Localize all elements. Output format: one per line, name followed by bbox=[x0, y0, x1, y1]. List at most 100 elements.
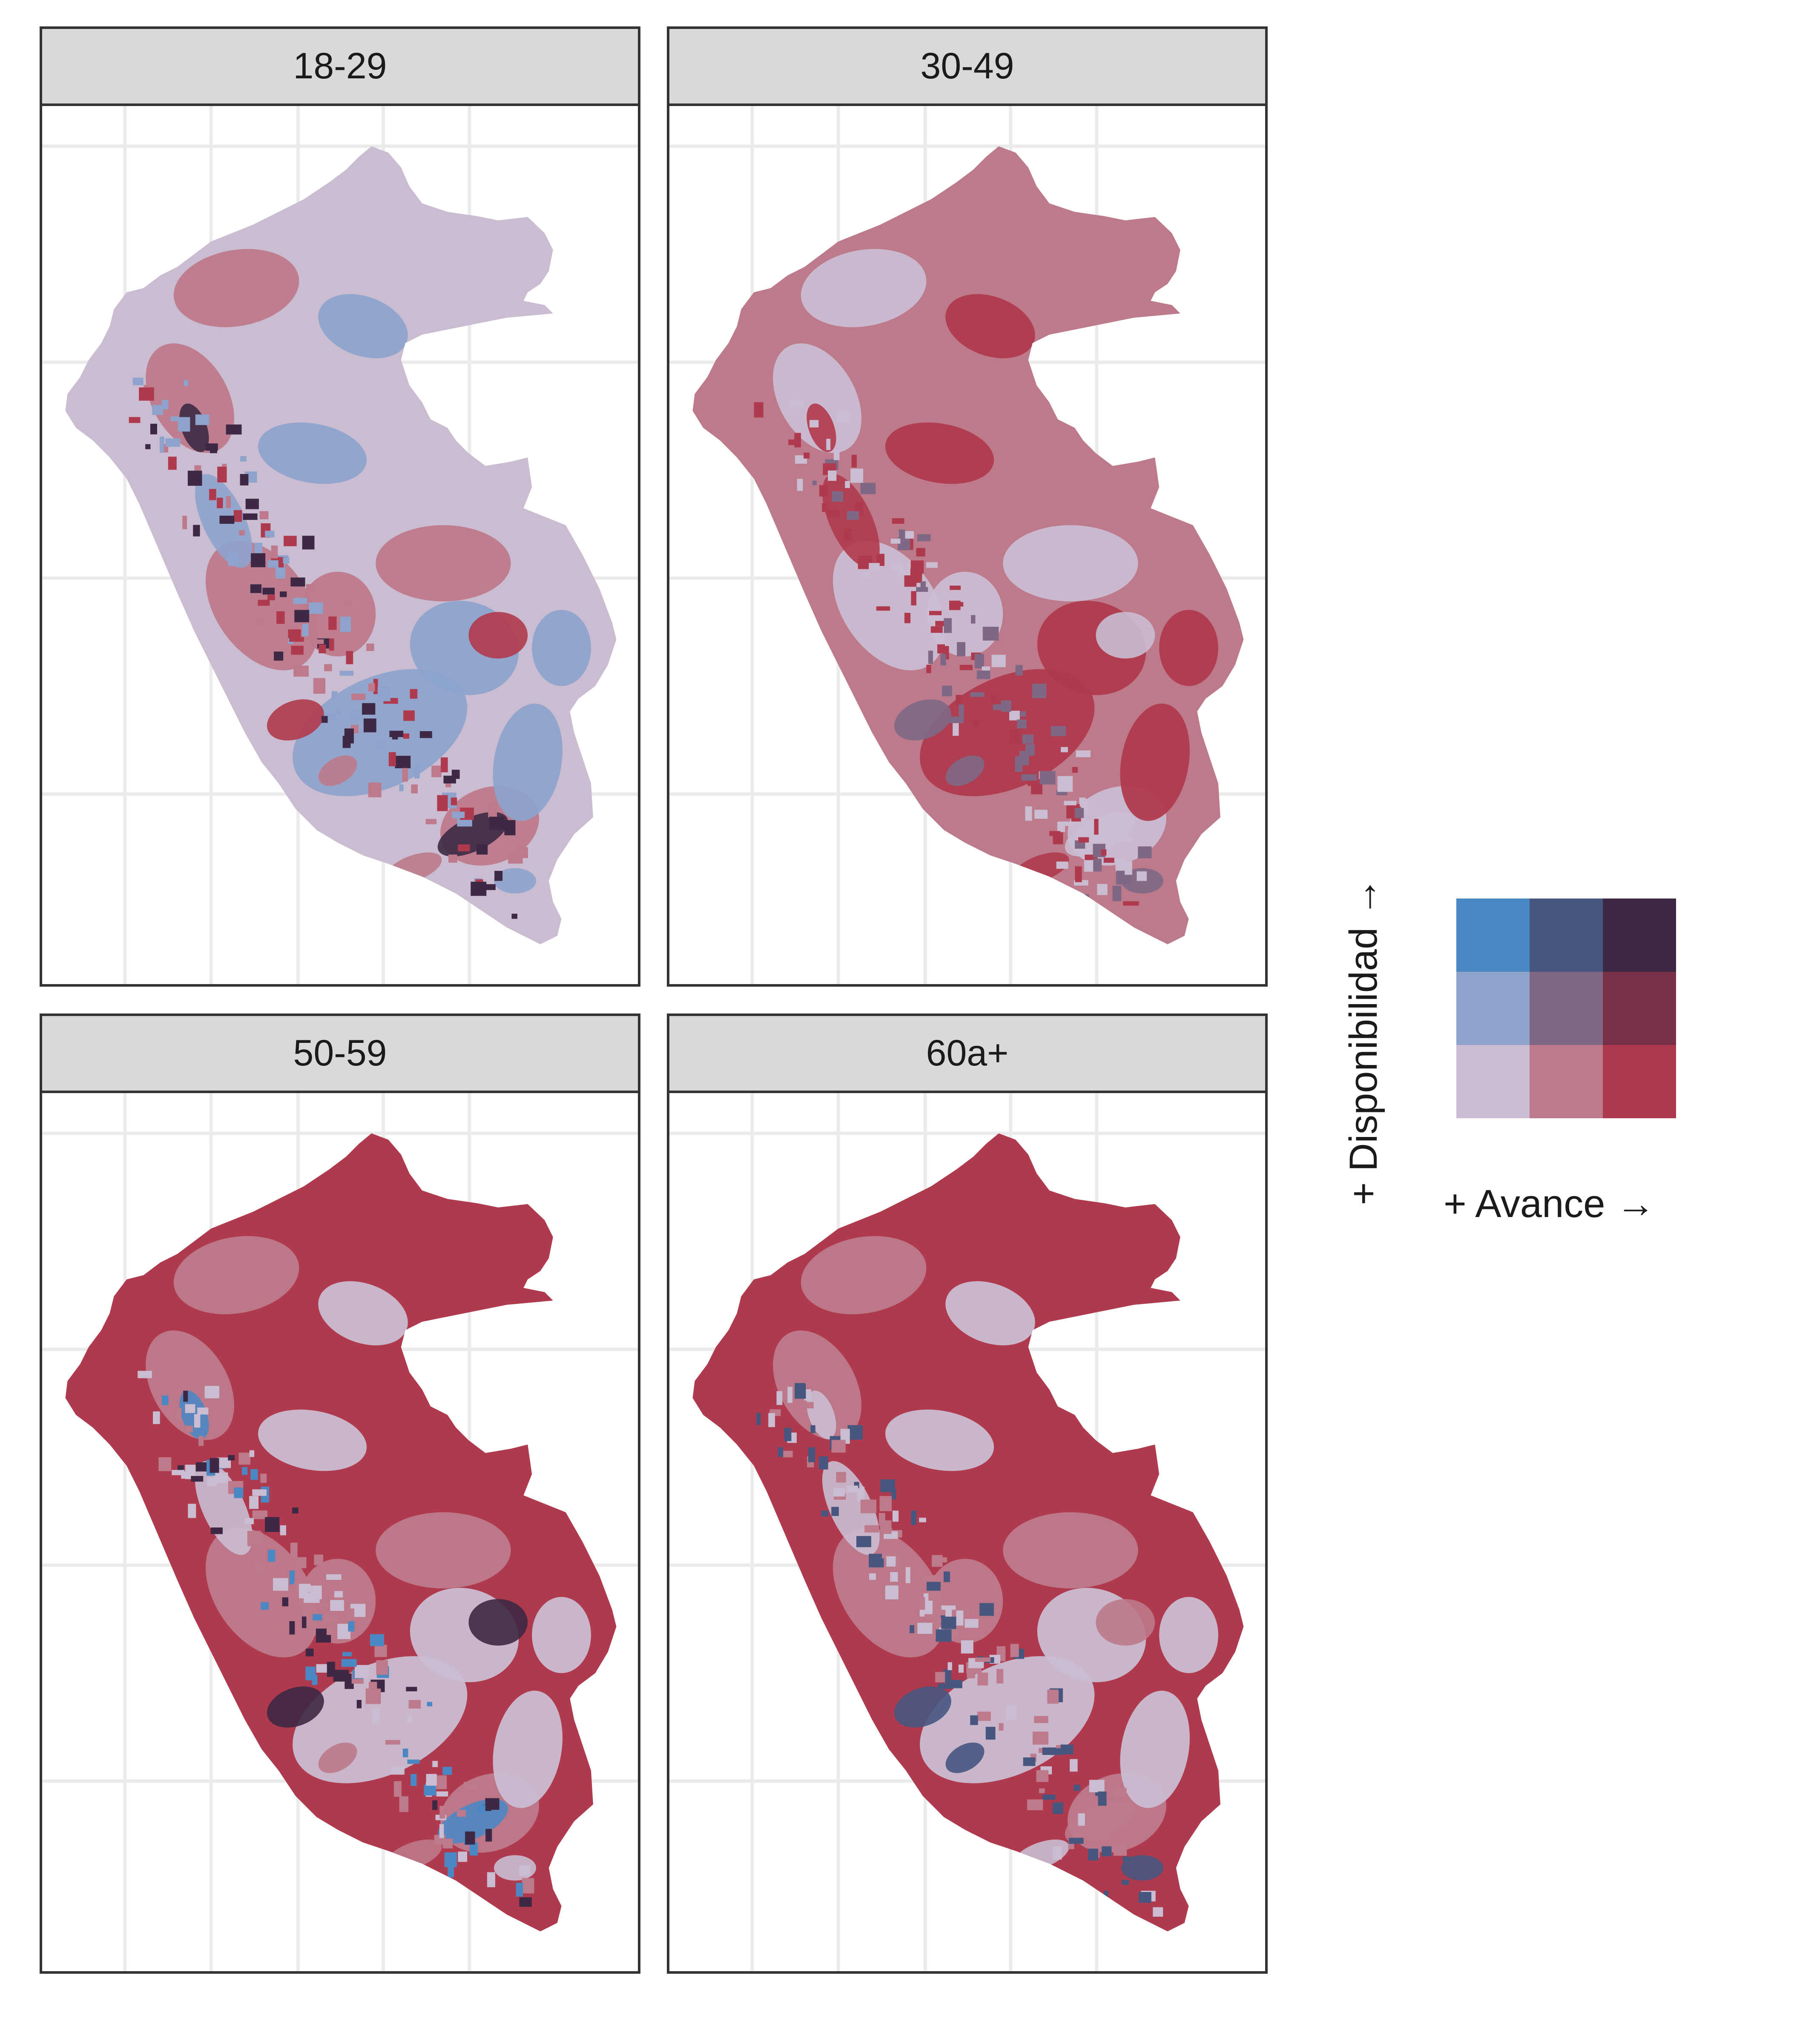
district-region bbox=[926, 664, 931, 673]
district-region bbox=[245, 499, 259, 509]
country-outline-region bbox=[65, 146, 617, 944]
district-region bbox=[326, 1574, 342, 1580]
district-region bbox=[441, 757, 448, 772]
district-region bbox=[1021, 774, 1037, 781]
district-region bbox=[1089, 1780, 1105, 1792]
country-outline-region bbox=[692, 1133, 1244, 1932]
district-region bbox=[851, 455, 857, 468]
district-region bbox=[828, 470, 837, 481]
district-region bbox=[926, 562, 938, 568]
district-region bbox=[975, 1657, 991, 1662]
district-region bbox=[251, 553, 266, 568]
district-region bbox=[952, 1628, 960, 1640]
district-region bbox=[243, 513, 258, 520]
district-region bbox=[293, 1557, 307, 1568]
district-region bbox=[1074, 1785, 1080, 1791]
district-region bbox=[247, 1531, 261, 1546]
district-region bbox=[929, 611, 942, 615]
district-region bbox=[207, 1477, 217, 1487]
district-region bbox=[178, 417, 190, 432]
district-region bbox=[1101, 849, 1107, 856]
district-region bbox=[314, 1554, 324, 1565]
district-region bbox=[414, 764, 420, 779]
district-region bbox=[801, 1236, 927, 1315]
district-region bbox=[809, 420, 819, 428]
district-region bbox=[359, 1619, 370, 1624]
district-region bbox=[407, 1715, 413, 1723]
district-region bbox=[905, 1567, 910, 1583]
district-region bbox=[1032, 683, 1047, 698]
district-region bbox=[522, 1878, 534, 1894]
district-region bbox=[1025, 744, 1035, 756]
district-region bbox=[860, 482, 876, 494]
district-region bbox=[844, 529, 852, 540]
district-region bbox=[808, 1447, 815, 1462]
district-region bbox=[158, 1457, 172, 1471]
district-region bbox=[862, 571, 871, 579]
district-region bbox=[185, 1404, 195, 1413]
district-region bbox=[217, 497, 223, 508]
district-region bbox=[783, 1450, 793, 1458]
district-region bbox=[958, 1665, 964, 1673]
district-region bbox=[924, 1614, 938, 1620]
district-region bbox=[488, 802, 497, 818]
district-region bbox=[930, 626, 943, 633]
district-region bbox=[250, 584, 262, 593]
district-region bbox=[919, 1518, 926, 1522]
district-region bbox=[410, 689, 418, 699]
district-region bbox=[376, 1660, 388, 1675]
district-region bbox=[356, 1700, 362, 1708]
district-region bbox=[876, 554, 885, 566]
district-region bbox=[886, 1556, 896, 1567]
district-region bbox=[292, 1507, 299, 1514]
district-region bbox=[254, 1563, 263, 1573]
district-region bbox=[210, 1458, 219, 1473]
district-region bbox=[182, 516, 187, 529]
district-region bbox=[948, 716, 964, 723]
district-region bbox=[944, 618, 952, 633]
district-region bbox=[894, 699, 951, 741]
district-region bbox=[985, 1727, 996, 1740]
district-region bbox=[448, 1866, 454, 1877]
district-region bbox=[945, 1281, 1035, 1346]
district-region bbox=[191, 1476, 204, 1482]
district-region bbox=[827, 510, 840, 518]
district-region bbox=[959, 665, 973, 670]
district-region bbox=[947, 1662, 952, 1671]
district-region bbox=[252, 1489, 267, 1496]
district-region bbox=[1023, 1757, 1036, 1766]
district-region bbox=[916, 548, 925, 557]
district-region bbox=[436, 1791, 448, 1797]
legend-swatch bbox=[1530, 972, 1603, 1045]
district-region bbox=[932, 1555, 943, 1567]
district-region bbox=[342, 1652, 352, 1656]
district-region bbox=[341, 1659, 357, 1667]
district-region bbox=[1084, 894, 1089, 909]
facet-panel-30-49: 30-49 bbox=[667, 26, 1268, 987]
district-region bbox=[376, 1512, 511, 1589]
district-region bbox=[254, 543, 262, 554]
district-region bbox=[1034, 1716, 1048, 1723]
district-region bbox=[344, 600, 352, 605]
district-region bbox=[226, 424, 242, 435]
district-region bbox=[258, 422, 367, 484]
district-region bbox=[258, 600, 270, 606]
district-region bbox=[139, 387, 154, 401]
district-region bbox=[1113, 1842, 1127, 1856]
facet-strip-label: 18-29 bbox=[40, 26, 640, 106]
district-region bbox=[468, 612, 528, 659]
facet-panel-18-29: 18-29 bbox=[40, 26, 640, 987]
district-region bbox=[1053, 1846, 1062, 1860]
district-region bbox=[427, 1702, 433, 1707]
district-region bbox=[377, 686, 390, 701]
district-region bbox=[268, 1550, 276, 1562]
district-region bbox=[812, 480, 817, 485]
district-region bbox=[439, 1806, 445, 1819]
district-region bbox=[487, 1872, 495, 1887]
district-region bbox=[469, 1842, 478, 1856]
legend-swatch bbox=[1530, 899, 1603, 972]
district-region bbox=[1104, 1891, 1108, 1907]
district-region bbox=[291, 646, 304, 655]
district-region bbox=[377, 740, 385, 749]
district-region bbox=[982, 626, 999, 641]
